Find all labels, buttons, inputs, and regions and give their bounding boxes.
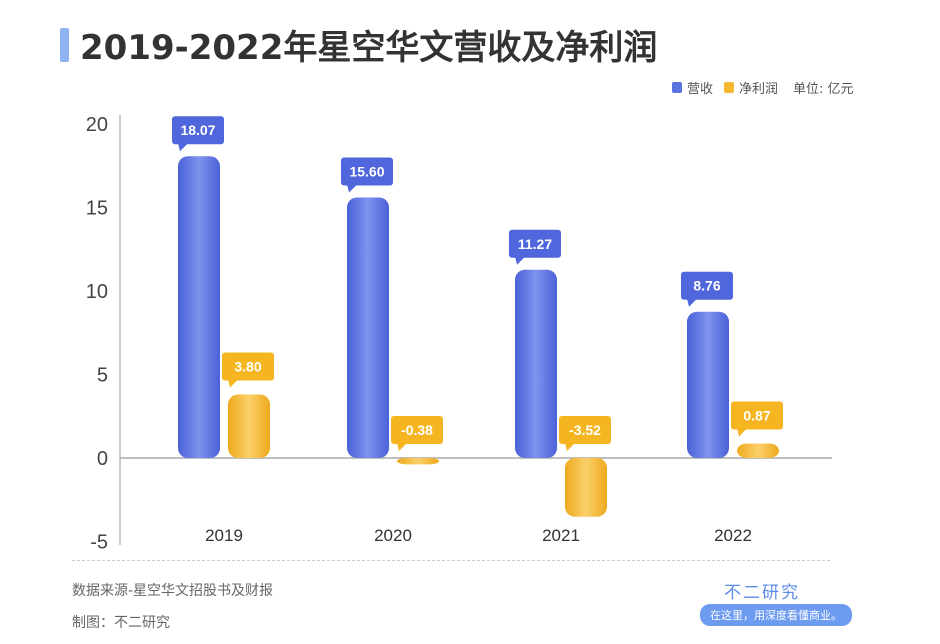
data-label-pointer <box>565 443 575 451</box>
data-label-bg <box>222 352 274 381</box>
data-label: -3.52 <box>569 422 601 438</box>
footer-divider <box>72 560 830 561</box>
bar-profit <box>737 443 779 458</box>
data-source: 数据来源-星空华文招股书及财报 <box>72 583 274 599</box>
data-label-pointer <box>178 143 188 152</box>
legend-swatch-revenue <box>672 82 682 93</box>
bar-revenue <box>347 197 389 459</box>
bar-revenue <box>687 311 729 458</box>
y-tick-label: 5 <box>97 365 108 387</box>
legend-swatch-profit <box>724 82 735 93</box>
bar-profit <box>397 458 439 465</box>
data-label: 18.07 <box>180 122 215 138</box>
y-tick-label: 15 <box>86 198 108 220</box>
data-label-pointer <box>687 298 697 307</box>
x-tick-label: 2020 <box>374 526 412 545</box>
bar-profit <box>565 458 607 517</box>
data-label-pointer <box>347 184 357 193</box>
data-label-bg <box>681 271 733 300</box>
legend: 营收 净利润 单位: 亿元 <box>672 78 854 97</box>
data-label-bg <box>391 416 443 444</box>
bar-revenue <box>515 269 557 458</box>
data-label: 11.27 <box>518 236 552 252</box>
data-label: 8.76 <box>693 278 720 294</box>
chart-maker: 制图：不二研究 <box>72 615 170 631</box>
data-label: 0.87 <box>743 407 770 423</box>
bar-profit <box>228 394 270 458</box>
brand-logo: 不二研究 <box>724 583 800 603</box>
x-tick-label: 2019 <box>205 526 243 545</box>
legend-unit: 单位: 亿元 <box>793 82 854 97</box>
y-tick-label: -5 <box>90 532 108 554</box>
y-tick-label: 10 <box>86 281 108 303</box>
legend-label-profit: 净利润 <box>739 82 779 97</box>
data-label-pointer <box>228 379 238 388</box>
data-label-pointer <box>737 428 747 437</box>
y-tick-label: 20 <box>86 114 108 136</box>
x-tick-label: 2021 <box>542 526 580 545</box>
data-label-bg <box>341 157 393 186</box>
title-accent-bar <box>60 28 69 62</box>
x-tick-label: 2022 <box>714 526 752 545</box>
data-label-bg <box>509 229 561 258</box>
data-label-pointer <box>515 256 525 265</box>
brand-slogan: 在这里，用深度看懂商业。 <box>700 604 852 626</box>
data-label-bg <box>172 116 224 145</box>
data-label: -0.38 <box>401 422 433 438</box>
data-label: 15.60 <box>349 163 384 179</box>
data-label: 3.80 <box>234 359 261 375</box>
bar-revenue <box>178 156 220 458</box>
y-tick-label: 0 <box>97 448 108 470</box>
chart-title: 2019-2022年星空华文营收及净利润 <box>80 28 658 68</box>
data-label-bg <box>731 401 783 430</box>
data-label-pointer <box>397 443 407 451</box>
data-label-bg <box>559 416 611 444</box>
legend-label-revenue: 营收 <box>687 82 714 97</box>
